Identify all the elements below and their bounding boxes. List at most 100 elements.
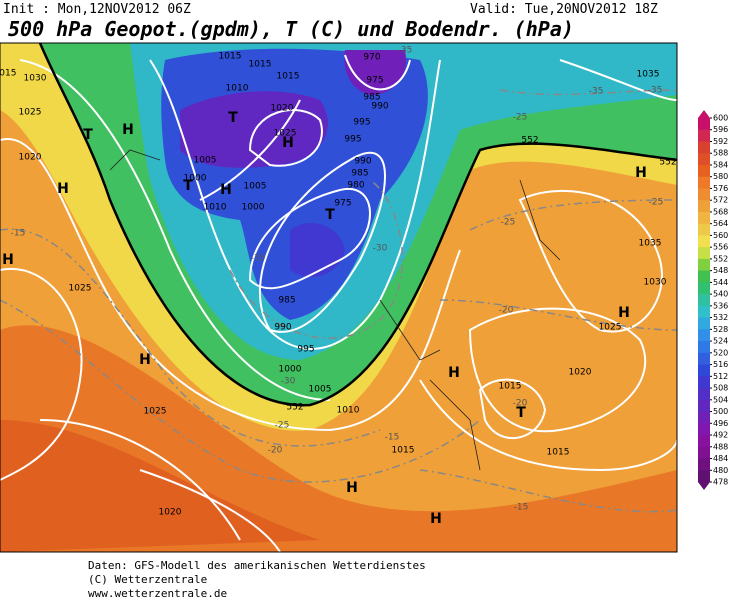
colorbar-segment [698,129,710,142]
temperature-label: -35 [648,86,663,96]
temperature-label: -30 [373,244,388,254]
isobar-label: 1020 [19,153,42,163]
isobar-label: 1000 [279,365,302,375]
isobar-label: 985 [278,296,295,306]
pressure-center: T [325,207,335,223]
colorbar-segment [698,247,710,260]
temperature-label: -25 [649,198,664,208]
pressure-center: H [448,365,460,381]
temperature-label: -35 [589,87,604,97]
isobar-label: 1025 [69,284,92,294]
isobar-label: 1025 [19,108,42,118]
isobar-label: 1000 [184,174,207,184]
colorbar-label: 512 [713,372,728,381]
map-title: 500 hPa Geopot.(gpdm), T (C) und Bodendr… [8,17,574,41]
colorbar-label: 560 [713,231,728,240]
colorbar-label: 600 [713,114,728,123]
pressure-center: H [430,511,442,527]
pressure-center: T [183,178,193,194]
isobar-label: 1015 [277,72,300,82]
colorbar-label: 492 [713,431,728,440]
isobar-label: 995 [353,118,370,128]
pressure-center: H [635,165,647,181]
colorbar-segment [698,153,710,166]
temperature-label: -35 [398,46,413,56]
colorbar-segment [698,223,710,236]
isobar-label: 985 [363,93,380,103]
isobar-label: 985 [351,169,368,179]
colorbar-label: 540 [713,290,728,299]
pressure-center: H [2,252,14,268]
colorbar-label: 528 [713,325,728,334]
colorbar-segment [698,258,710,272]
isobar-label: 1005 [309,385,332,395]
isobar-label: 1000 [242,203,265,213]
colorbar-label: 478 [713,478,728,487]
isobar-label: 1035 [639,239,662,249]
isobar-label: 1020 [159,508,182,518]
isobar-label: 990 [371,102,388,112]
pressure-center: H [122,122,134,138]
colorbar-segment [698,376,710,389]
colorbar-segment [698,364,710,377]
colorbar-label: 532 [713,313,728,322]
isobar-label: 995 [344,135,361,145]
colorbar-label: 580 [713,172,728,181]
pressure-center: H [282,135,294,151]
colorbar-segment [698,446,710,460]
isobar-label: 1005 [194,156,217,166]
temperature-label: -20 [499,306,514,316]
colorbar-label: 584 [713,160,728,169]
colorbar-label: 500 [713,407,728,416]
isobar-label: 1025 [144,407,167,417]
temperature-label: -15 [514,503,529,513]
temperature-label: -25 [501,218,516,228]
colorbar-segment [698,164,710,178]
isobar-label: 1025 [599,323,622,333]
colorbar-segment [698,399,710,413]
colorbar-label: 556 [713,243,728,252]
pressure-center: T [516,405,526,421]
isobar-label: 1015 [499,382,522,392]
isobar-label: 980 [347,181,364,191]
colorbar-segment [698,317,710,330]
isobar-label: 1010 [226,84,249,94]
isobar-label: 1020 [569,368,592,378]
colorbar-label: 536 [713,301,728,310]
valid-time: Valid: Tue,20NOV2012 18Z [470,2,658,17]
pressure-center: H [139,352,151,368]
isobar-label: 1025 [274,129,297,139]
colorbar-segment [698,270,710,283]
colorbar-segment [698,388,710,401]
isobar-label: 970 [363,53,380,63]
isobar-label: 990 [274,323,291,333]
isobar-label: 552 [286,403,303,413]
colorbar-label: 568 [713,207,728,216]
colorbar-label: 524 [713,337,728,346]
init-time: Init : Mon,12NOV2012 06Z [3,2,191,17]
colorbar-segment [698,458,710,471]
isobar-label: 1010 [337,406,360,416]
footer-url: www.wetterzentrale.de [88,587,227,600]
colorbar-segment [698,305,710,319]
colorbar-segment [698,118,710,131]
temperature-label: -20 [513,399,528,409]
map-frame [0,42,678,553]
footer-source: Daten: GFS-Modell des amerikanischen Wet… [88,559,426,572]
colorbar-segment [698,435,710,448]
map-field: 1015 1030 1025 1020 T H H 1015 1015 1015 1010 1005 T… [0,43,677,552]
colorbar-label: 488 [713,442,728,451]
temperature-label: -15 [385,433,400,443]
pressure-center: H [618,305,630,321]
temperature-label: -15 [11,229,26,239]
temperature-label: -35 [251,254,266,264]
isobar-label: 1015 [392,446,415,456]
colorbar-label: 592 [713,137,728,146]
colorbar-segment [698,176,710,189]
pressure-center: H [346,480,358,496]
colorbar-segment [698,411,710,424]
colorbar-label: 596 [713,125,728,134]
colorbar-label: 520 [713,348,728,357]
colorbar-label: 552 [713,254,728,263]
